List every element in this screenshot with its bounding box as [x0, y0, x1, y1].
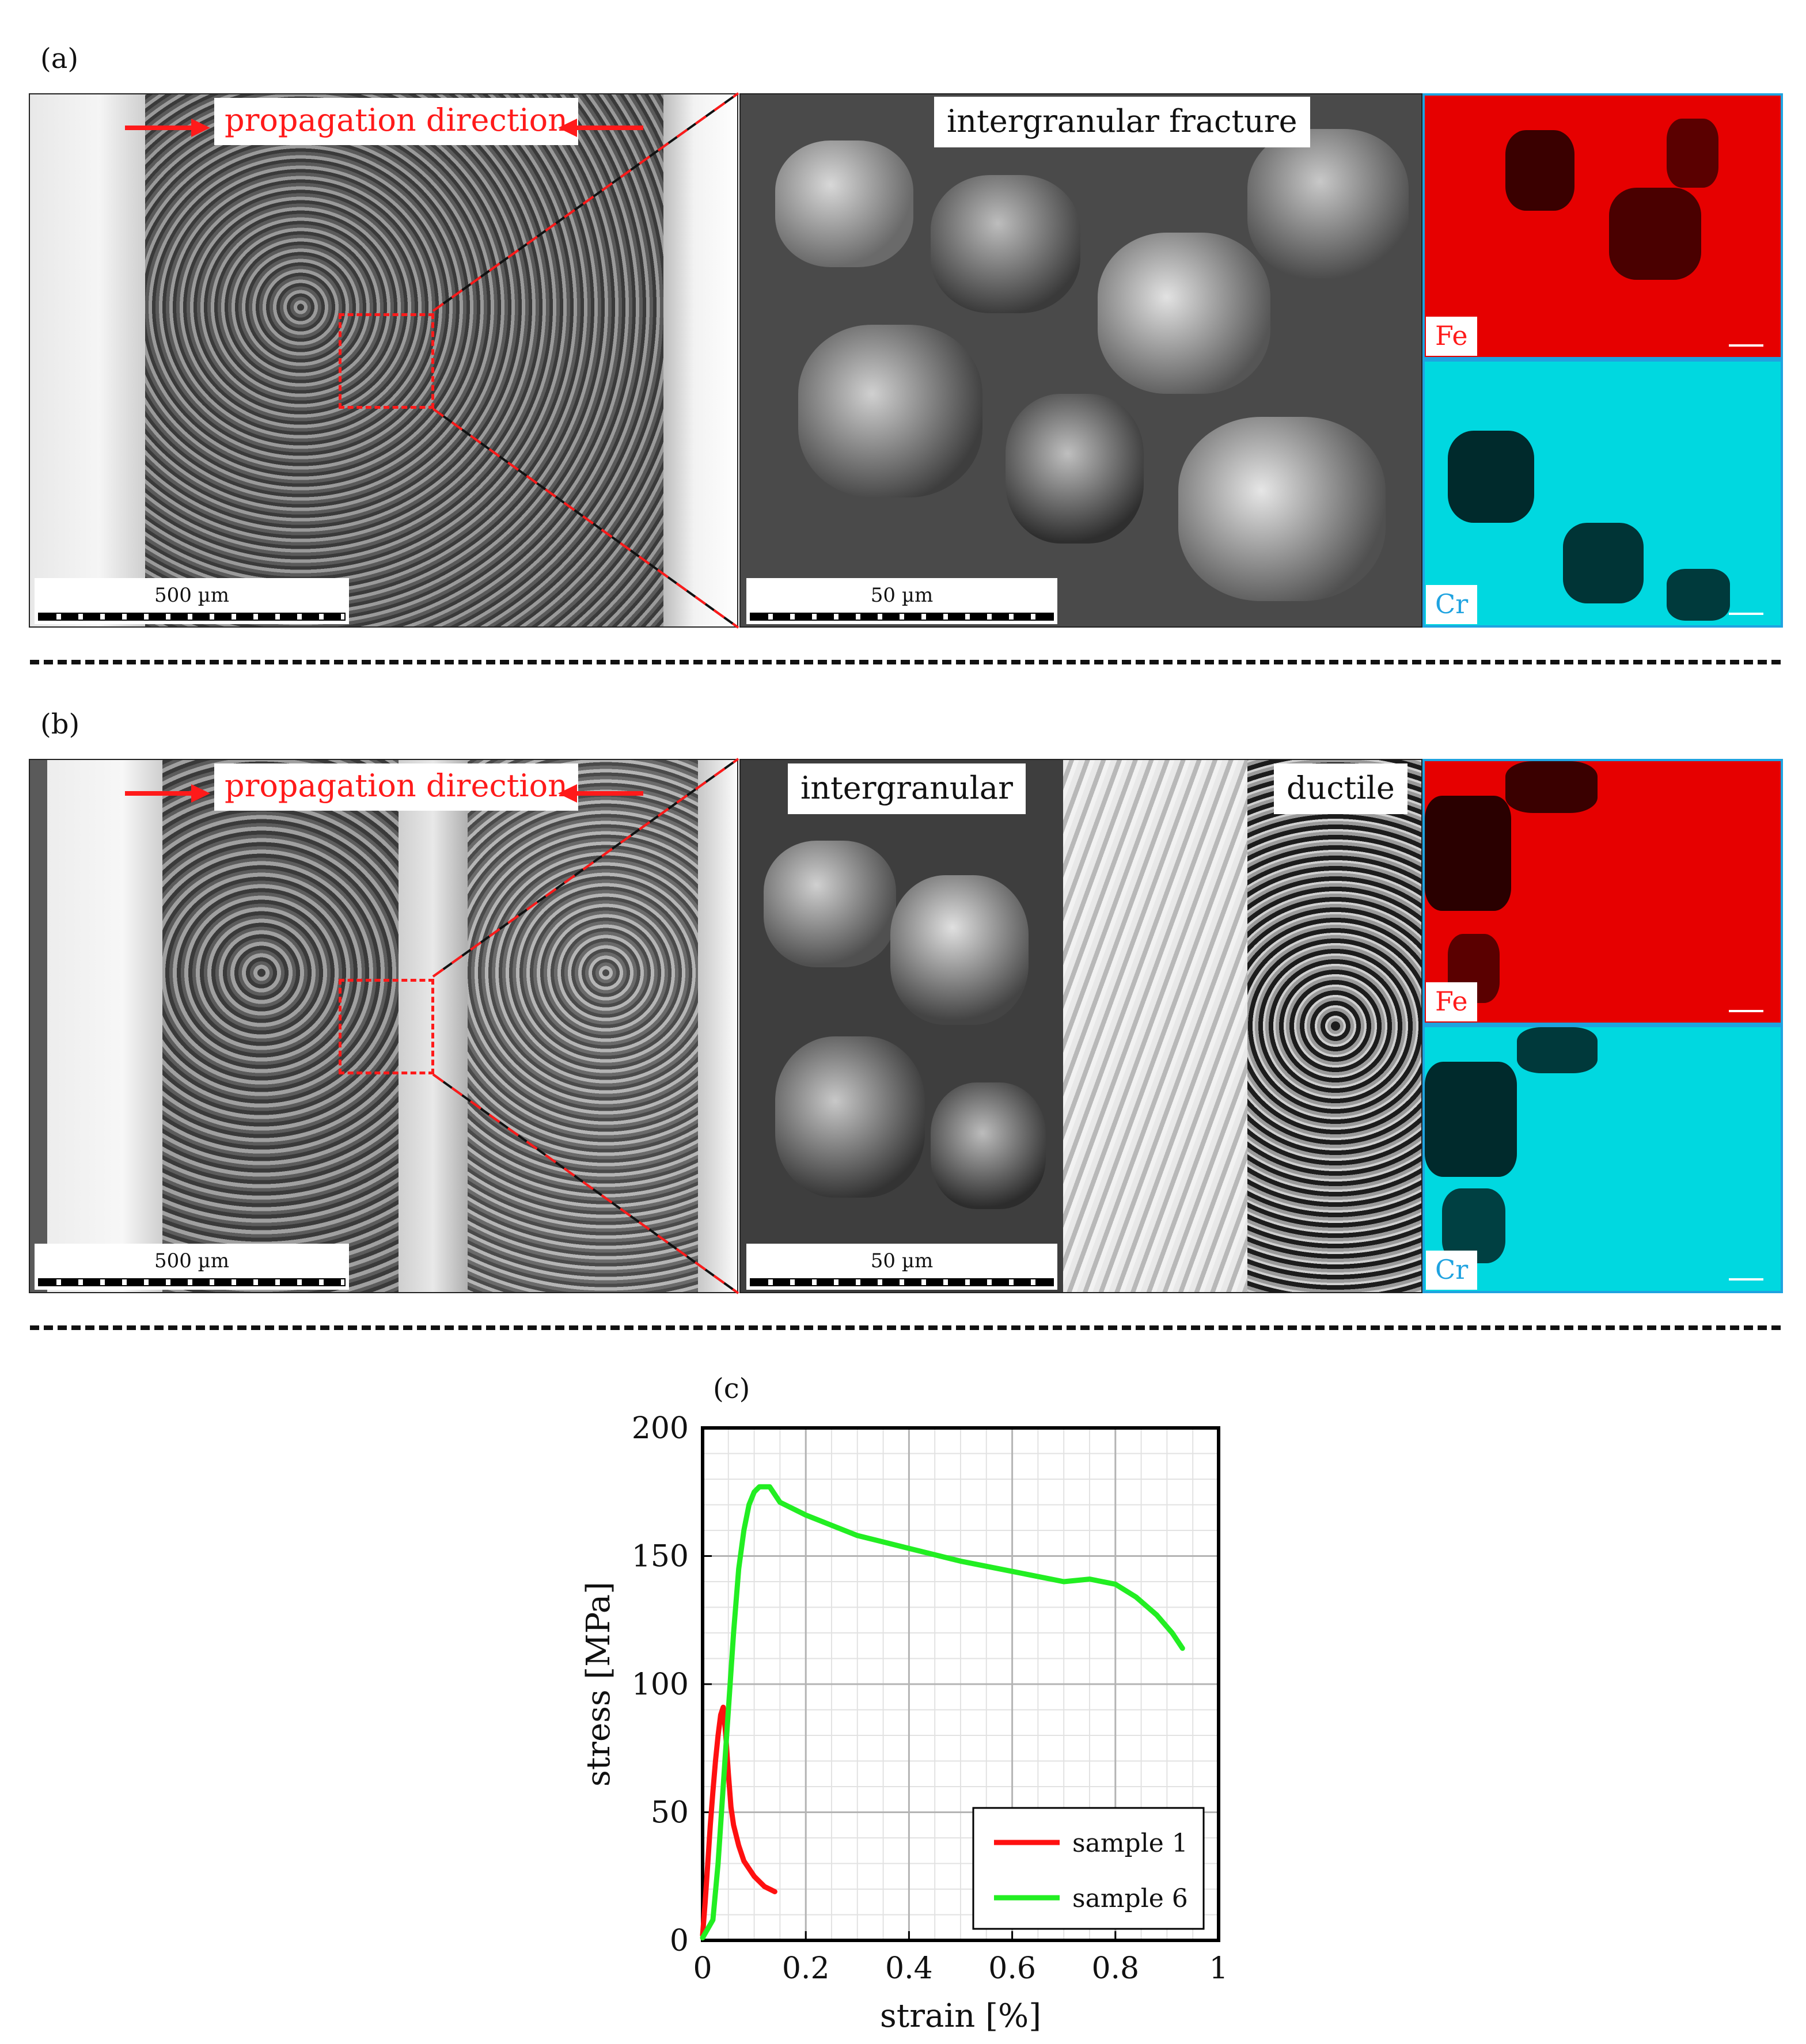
map-scale-bar	[1729, 1010, 1763, 1012]
element-label-cr-b: Cr	[1426, 1251, 1478, 1290]
grain	[775, 140, 913, 267]
arrow-left-icon	[558, 784, 643, 803]
y-tick-label: 150	[632, 1540, 689, 1574]
legend-box	[972, 1807, 1205, 1930]
zoom-connectors-a	[432, 92, 739, 629]
propagation-label-a: propagation direction	[214, 98, 578, 145]
grain	[798, 325, 982, 497]
map-scale-bar	[1729, 613, 1763, 615]
divider-1	[30, 660, 1781, 664]
y-tick-label: 200	[632, 1411, 689, 1446]
zoom-connectors-b	[432, 758, 739, 1294]
arrow-right-icon	[125, 784, 210, 803]
grain	[931, 175, 1080, 313]
fracture-surface	[162, 760, 410, 1292]
scale-bar-500um-b: 500 µm	[35, 1244, 349, 1290]
y-axis-label: stress [MPa]	[580, 1582, 617, 1787]
x-tick-label: 0.4	[885, 1951, 933, 1986]
map-scale-bar	[1729, 344, 1763, 347]
sample-edge-right	[698, 760, 737, 1292]
eds-map-cr-a: Cr	[1422, 359, 1783, 628]
y-tick-label: 50	[651, 1796, 689, 1830]
x-tick-label: 0.2	[782, 1951, 830, 1986]
plot-frame	[701, 1426, 1220, 1942]
fracture-surface	[468, 760, 698, 1292]
element-label-fe-a: Fe	[1426, 317, 1477, 356]
sample-edge-left	[30, 94, 145, 626]
zoom-region-box	[339, 313, 434, 409]
grain	[1006, 394, 1144, 544]
sample-edge-right	[663, 94, 737, 626]
grain	[1247, 129, 1409, 279]
x-tick-label: 1	[1209, 1951, 1228, 1986]
grain	[890, 875, 1029, 1025]
zoom-region-box	[339, 979, 434, 1074]
element-label-fe-b: Fe	[1426, 982, 1477, 1021]
zoom-label-intergranular-b: intergranular	[788, 763, 1026, 814]
sem-zoom-a: intergranular fracture 50 µm	[739, 93, 1422, 628]
legend-label: sample 1	[1072, 1829, 1188, 1858]
panel-b-letter: (b)	[40, 708, 80, 740]
x-tick-label: 0.6	[988, 1951, 1036, 1986]
dimple-region	[1247, 760, 1421, 1292]
grain	[764, 841, 896, 967]
y-tick-label: 0	[670, 1924, 689, 1958]
eds-map-fe-a: Fe	[1422, 93, 1783, 359]
x-axis-label: strain [%]	[880, 1997, 1041, 2035]
grain	[1098, 233, 1270, 394]
eds-map-fe-b: Fe	[1422, 759, 1783, 1025]
legend-label: sample 6	[1072, 1884, 1188, 1913]
x-tick-label: 0	[693, 1951, 712, 1986]
grain	[1178, 417, 1386, 601]
scale-bar-50um-a: 50 µm	[746, 578, 1057, 624]
grain	[775, 1036, 925, 1198]
map-scale-bar	[1729, 1278, 1763, 1281]
sample-edge-left	[30, 760, 162, 1292]
sem-overview-a: propagation direction 500 µm	[29, 93, 738, 628]
series-line-sample-1	[700, 1704, 777, 1938]
sem-zoom-b: intergranular ductile 50 µm	[739, 759, 1422, 1293]
eds-map-cr-b: Cr	[1422, 1025, 1783, 1293]
divider-2	[30, 1325, 1781, 1330]
fracture-surface	[145, 94, 663, 626]
panel-c-letter: (c)	[713, 1373, 750, 1405]
panel-a-letter: (a)	[40, 43, 79, 75]
x-tick-label: 0.8	[1091, 1951, 1139, 1986]
scale-bar-50um-b: 50 µm	[746, 1244, 1057, 1290]
zoom-label-ductile-b: ductile	[1274, 763, 1407, 814]
sem-overview-b: propagation direction 500 µm	[29, 759, 738, 1293]
zoom-label-a: intergranular fracture	[934, 97, 1310, 147]
y-tick-label: 100	[632, 1667, 689, 1702]
grain	[931, 1082, 1046, 1209]
propagation-label-b: propagation direction	[214, 763, 578, 811]
element-label-cr-a: Cr	[1426, 585, 1478, 624]
arrow-left-icon	[558, 119, 643, 137]
scale-bar-500um-a: 500 µm	[35, 578, 349, 624]
series-line-sample-6	[700, 1484, 1185, 1941]
arrow-right-icon	[125, 119, 210, 137]
